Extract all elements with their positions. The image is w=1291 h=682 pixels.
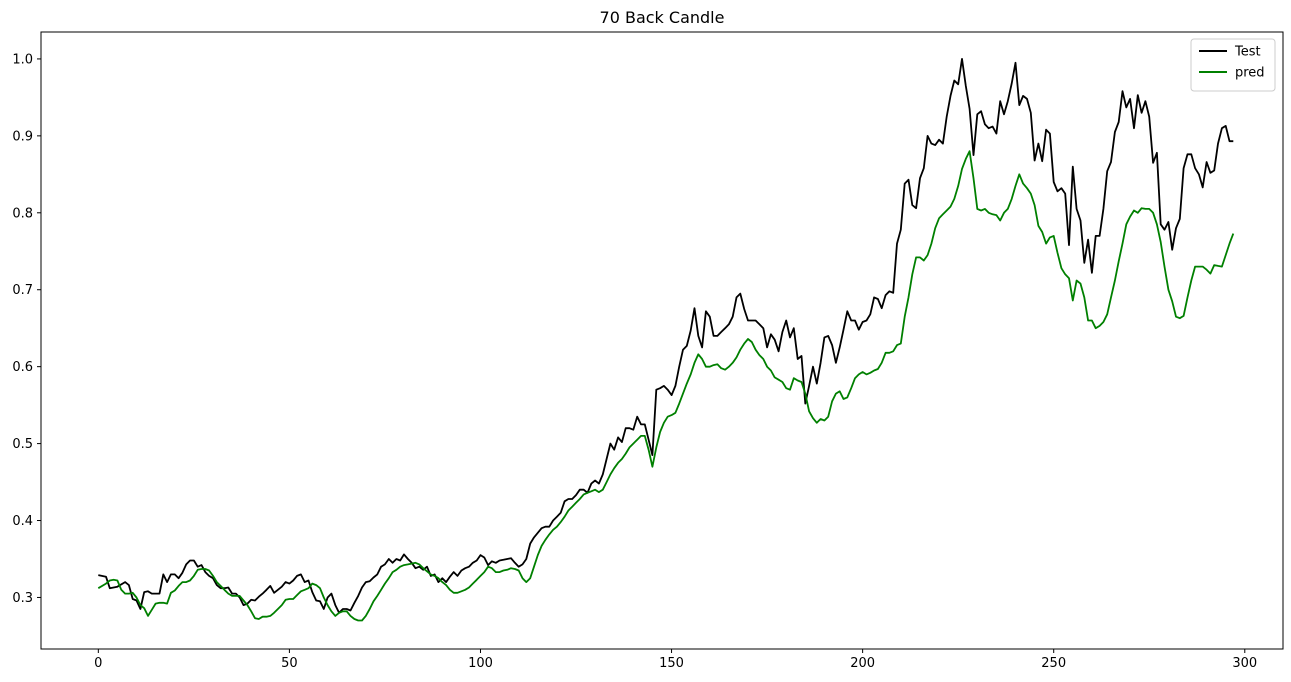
y-tick-label: 0.9: [12, 129, 33, 144]
axes-frame: [40, 31, 1284, 650]
y-tick-label: 0.6: [12, 360, 33, 375]
x-tick-label: 200: [850, 656, 875, 671]
y-tick-label: 0.7: [12, 283, 33, 298]
y-tick-label: 1.0: [12, 52, 33, 67]
y-tick-label: 0.3: [12, 591, 33, 606]
legend-label-test: Test: [1234, 45, 1261, 60]
y-tick-label: 0.4: [12, 514, 33, 529]
x-tick-label: 150: [659, 656, 684, 671]
axis-ticks: 0 50 100 150 200 250 300 0.3 0.4 0.5 0.6 0.7 0.8 0.9 1…: [12, 52, 1257, 671]
y-tick-label: 0.5: [12, 437, 33, 452]
x-tick-label: 250: [1041, 656, 1066, 671]
x-tick-label: 300: [1232, 656, 1257, 671]
series-line-test: [98, 58, 1234, 614]
x-tick-label: 0: [94, 656, 102, 671]
legend-label-pred: pred: [1235, 66, 1265, 81]
x-tick-label: 50: [281, 656, 298, 671]
x-tick-label: 100: [468, 656, 493, 671]
plot-area: [97, 58, 1235, 622]
legend: Test pred: [1190, 38, 1276, 92]
chart-title: 70 Back Candle: [600, 8, 725, 27]
series-line-pred: [97, 150, 1235, 622]
y-tick-label: 0.8: [12, 206, 33, 221]
